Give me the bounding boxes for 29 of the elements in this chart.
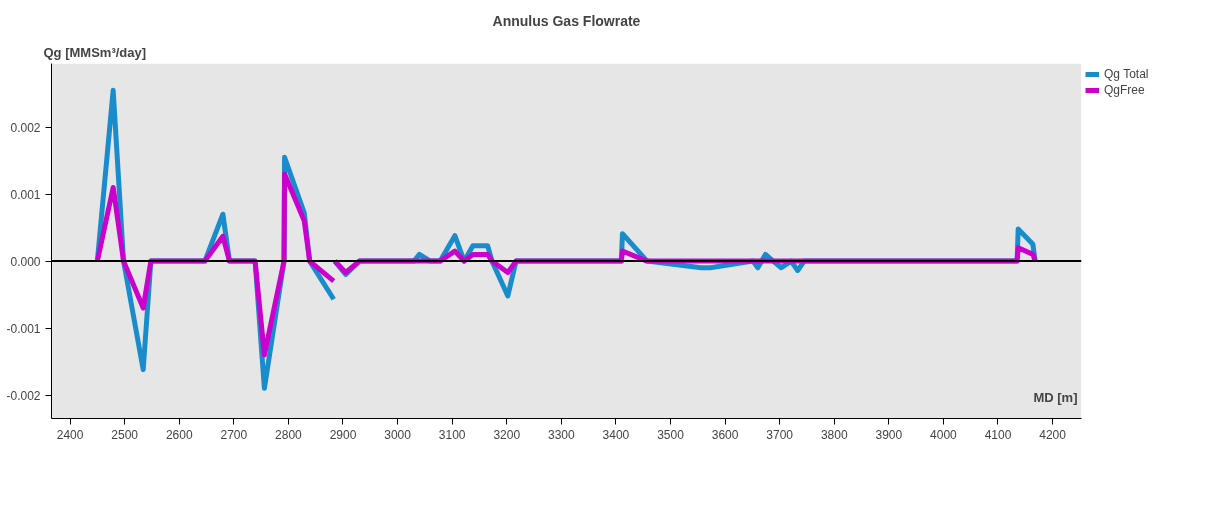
chart-title: Annulus Gas Flowrate [492,12,641,29]
x-tick-label: 3200 [493,427,521,442]
x-tick-label: 4000 [930,427,958,442]
x-tick-label: 4100 [984,427,1012,442]
x-tick-label: 3500 [657,427,685,442]
y-tick-label: -0.002 [6,388,41,403]
x-tick-label: 2500 [111,427,139,442]
x-tick-label: 3400 [602,427,630,442]
y-tick-label: 0.000 [10,254,41,269]
x-tick-label: 2400 [56,427,84,442]
x-tick-label: 3700 [766,427,794,442]
x-tick-label: 2800 [275,427,303,442]
x-tick-label: 3900 [875,427,903,442]
x-tick-label: 4200 [1039,427,1067,442]
y-tick-label: 0.001 [10,187,41,202]
x-axis-title: MD [m] [1033,389,1078,405]
x-tick-label: 3000 [384,427,412,442]
y-tick-label: -0.001 [6,321,41,336]
x-tick-label: 3600 [711,427,739,442]
y-tick-label: 0.002 [10,120,41,135]
x-tick-label: 2700 [220,427,248,442]
legend-label: QgFree [1104,83,1145,97]
x-tick-label: 2900 [329,427,357,442]
y-axis-title: Qg [MMSm³/day] [43,44,147,60]
x-tick-label: 3800 [820,427,848,442]
x-tick-label: 3300 [547,427,575,442]
x-tick-label: 3100 [438,427,466,442]
x-tick-label: 2600 [165,427,193,442]
legend-label: Qg Total [1104,67,1149,81]
